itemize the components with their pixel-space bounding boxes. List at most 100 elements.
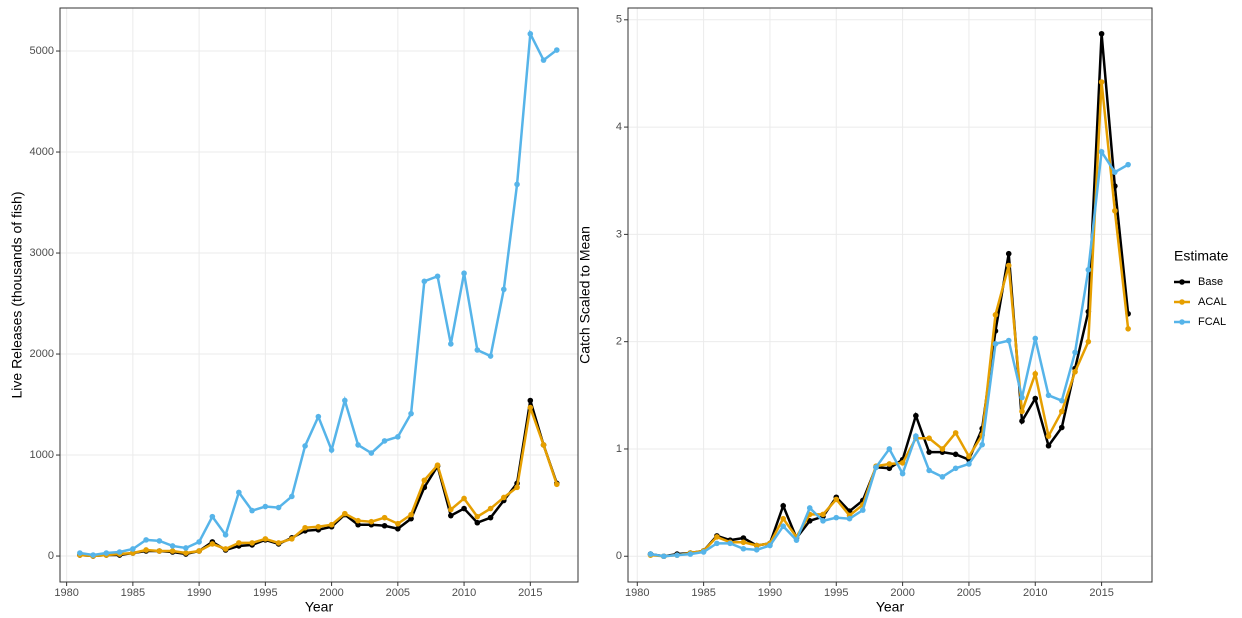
point [1005,337,1012,344]
point [236,489,242,496]
point [913,412,919,419]
point [368,450,375,456]
x-tick-label: 1985 [121,587,145,599]
point [540,57,547,63]
point [740,539,747,546]
y-axis-title: Catch Scaled to Mean [577,226,593,364]
point [408,515,414,522]
point [714,534,720,540]
x-tick-label: 2005 [386,587,410,599]
point [368,518,375,525]
point [833,514,840,521]
point [966,453,972,460]
legend-swatch-point [1179,279,1185,285]
point [328,521,335,528]
point [289,493,295,500]
x-tick-label: 2000 [319,587,343,599]
point [487,353,494,359]
x-tick-label: 2005 [957,587,981,599]
point [1045,433,1052,439]
point [952,465,959,472]
point [1125,161,1131,168]
point [421,477,428,484]
y-tick-label: 5 [616,14,622,26]
point [448,341,454,347]
point [926,467,932,474]
point [1019,408,1025,415]
y-tick-label: 2 [616,336,622,348]
point [806,518,813,524]
point [381,514,388,521]
point [249,540,255,546]
point [381,522,388,529]
point [1098,30,1105,37]
point [1112,169,1118,175]
plot-border [627,7,1153,583]
point [302,443,308,449]
point [647,551,654,557]
point [408,410,414,417]
point [116,549,123,555]
point [395,520,401,527]
point [753,542,760,549]
point [992,341,999,347]
point [156,538,163,544]
x-tick-label: 1990 [187,587,211,599]
point [1085,266,1092,273]
plot-background [628,8,1152,582]
point [474,513,481,520]
point [408,511,414,518]
x-tick-label: 1985 [691,587,715,599]
y-axis-title: Live Releases (thousands of fish) [9,192,25,399]
point [780,503,787,509]
point [501,286,507,293]
y-tick-label: 5000 [30,45,54,57]
point [289,536,295,542]
point [355,517,361,524]
point [952,430,959,436]
point [1112,207,1118,214]
point [992,312,999,318]
point [1098,148,1105,155]
x-tick-label: 2015 [518,587,542,599]
point [899,470,906,477]
point [527,31,534,37]
point [1125,325,1131,332]
legend-label: Base [1198,276,1223,288]
point [527,404,534,411]
point [461,495,467,502]
point [514,484,520,491]
point [1058,397,1065,404]
point [461,270,467,277]
point [540,442,547,448]
point [926,435,932,442]
point [342,510,348,517]
point [183,550,189,556]
point [833,496,840,503]
point [262,536,269,542]
point [899,460,906,466]
x-tick-label: 1995 [253,587,277,599]
point [461,505,467,512]
y-tick-label: 4 [616,121,622,133]
x-tick-label: 2010 [1023,587,1047,599]
point [77,550,83,556]
point [780,515,787,522]
point [236,540,242,546]
point [355,521,361,528]
point [90,552,96,558]
point [926,449,932,455]
point [661,553,667,560]
point [793,537,800,543]
point [846,515,853,522]
point [395,525,401,532]
point [1032,335,1039,342]
point [143,547,149,553]
point [169,548,176,554]
point [873,464,879,471]
point [527,397,534,404]
point [130,546,136,552]
point [1072,349,1078,356]
x-tick-label: 1995 [824,587,848,599]
